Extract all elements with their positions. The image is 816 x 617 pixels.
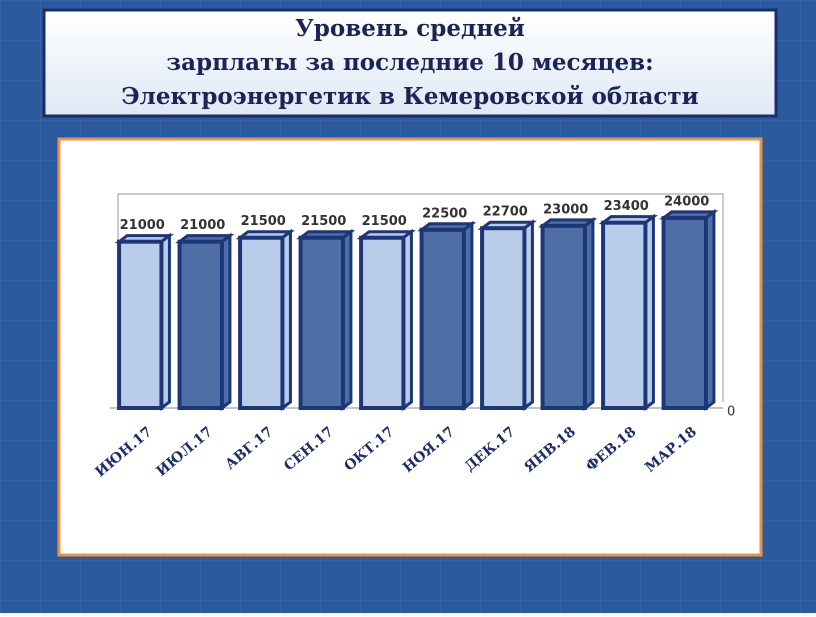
bar <box>601 220 648 410</box>
data-label: 23000 <box>543 202 588 217</box>
bar <box>419 227 466 410</box>
bar <box>661 215 708 410</box>
bar <box>359 235 406 410</box>
data-label: 21000 <box>120 218 165 233</box>
title-line: Уровень средней <box>295 15 525 42</box>
data-label: 23400 <box>604 199 649 214</box>
title-line: зарплаты за последние 10 месяцев: <box>166 49 653 76</box>
bar <box>177 239 224 410</box>
bar <box>298 235 345 410</box>
data-label: 21500 <box>362 214 407 229</box>
bar <box>480 226 527 410</box>
bar <box>238 235 285 410</box>
data-label: 22500 <box>422 206 467 221</box>
y-tick-label: 0 <box>727 405 735 420</box>
data-label: 21500 <box>301 214 346 229</box>
title-box <box>42 8 778 118</box>
data-label: 22700 <box>483 205 528 220</box>
title-line: Электроэнергетик в Кемеровской области <box>121 83 698 110</box>
bar <box>117 239 164 410</box>
data-label: 21500 <box>241 214 286 229</box>
bar <box>540 223 587 410</box>
data-label: 24000 <box>664 194 709 209</box>
data-label: 21000 <box>180 218 225 233</box>
